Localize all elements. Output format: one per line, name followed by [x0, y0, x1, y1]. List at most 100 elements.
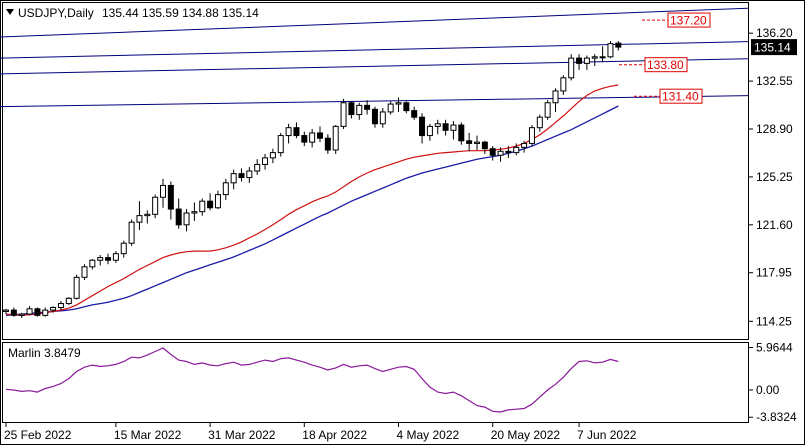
candle-bull	[199, 200, 206, 213]
candle-bear	[167, 184, 174, 210]
candle-bull	[395, 102, 402, 105]
candle-bull	[521, 142, 528, 148]
ohlc-label: 135.44 135.59 134.88 135.14	[102, 6, 259, 20]
price-tick-label: 128.90	[756, 122, 793, 136]
candle-bull	[387, 103, 394, 113]
candle-bull	[222, 182, 229, 196]
candle-bull	[583, 57, 590, 64]
candle-bull	[50, 307, 57, 311]
candle-bull	[26, 308, 33, 315]
candle-bull	[42, 309, 49, 316]
candle-bear	[419, 116, 426, 137]
price-axis: 136.20 132.55 128.90 125.25 121.60 117.95 114.…	[749, 26, 797, 328]
candle-bull	[112, 253, 119, 261]
level-box-2	[659, 88, 703, 104]
candle-bull	[57, 303, 64, 308]
time-tick-label: 25 Feb 2022	[4, 428, 72, 442]
candle-bull	[73, 276, 80, 299]
candle-bull	[214, 194, 221, 209]
candle-bull	[136, 215, 143, 223]
candle-bear	[466, 140, 473, 144]
candlesticks	[3, 41, 622, 318]
time-tick-label: 31 Mar 2022	[208, 428, 276, 442]
candle-bull	[552, 90, 559, 104]
candle-bear	[301, 135, 308, 143]
candle-bear	[324, 137, 331, 151]
candle-bull	[230, 173, 237, 184]
candle-bull	[65, 297, 72, 305]
current-price-tag	[751, 39, 797, 56]
candle-bear	[458, 124, 465, 142]
candle-bear	[175, 208, 182, 226]
candle-bull	[191, 211, 198, 214]
candle-bull	[81, 266, 88, 278]
candle-bull	[269, 152, 276, 159]
time-tick-label: 7 Jun 2022	[577, 428, 637, 442]
candle-bull	[474, 141, 480, 144]
candle-bull	[607, 43, 614, 58]
candle-bear	[364, 104, 371, 110]
candle-bull	[379, 111, 386, 125]
candle-bull	[434, 123, 441, 127]
candle-bear	[403, 102, 410, 112]
candle-bear	[489, 148, 496, 156]
channel-line-3	[0, 95, 749, 108]
price-tick-label: 114.25	[756, 314, 792, 328]
candle-bull	[3, 309, 9, 312]
symbol-label: USDJPY,Daily	[18, 6, 94, 20]
candle-bull	[513, 146, 520, 154]
time-tick-label: 20 May 2022	[491, 428, 561, 442]
candle-bull	[450, 124, 457, 131]
candle-bull	[332, 125, 339, 151]
candle-bull	[254, 163, 261, 172]
candle-bear	[371, 108, 378, 125]
current-price-label: 135.14	[754, 41, 791, 55]
candle-bear	[481, 141, 488, 150]
level-box-0	[667, 12, 711, 28]
osc-tick-label: -3.8324	[756, 410, 797, 424]
candle-bull	[277, 135, 284, 154]
price-tick-label: 136.20	[756, 26, 793, 40]
channel-line-0	[0, 7, 749, 38]
candle-bear	[34, 308, 41, 316]
level-label-1: 133.80	[647, 58, 684, 72]
level-box-1	[644, 57, 688, 73]
candle-bear	[411, 110, 418, 118]
level-label-0: 137.20	[670, 14, 707, 28]
candle-bull	[560, 77, 567, 92]
dropdown-triangle-icon[interactable]	[6, 9, 14, 15]
candle-bull	[144, 213, 151, 217]
candle-bull	[426, 125, 433, 137]
candle-bull	[544, 102, 551, 118]
candle-bull	[128, 221, 135, 244]
candle-bull	[568, 57, 575, 79]
time-tick-label: 18 Apr 2022	[302, 428, 367, 442]
time-axis: 25 Feb 2022 15 Mar 2022 31 Mar 2022 18 Apr …	[4, 423, 637, 442]
candle-bull	[356, 104, 363, 116]
channel-line-2	[0, 58, 749, 75]
channel-lines	[0, 7, 749, 108]
candle-bear	[442, 123, 449, 131]
indicator-label: Marlin 3.8479	[8, 346, 81, 360]
candle-bear	[10, 309, 17, 316]
oscillator: 5.9644 0.00 -3.8324	[5, 341, 797, 424]
price-tick-label: 125.25	[756, 170, 793, 184]
price-tick-label: 121.60	[756, 218, 793, 232]
candle-bull	[497, 150, 504, 156]
candle-bull	[528, 127, 535, 144]
candle-bull	[340, 102, 347, 127]
candle-bull	[183, 212, 190, 226]
candle-bull	[120, 242, 127, 255]
candle-bull	[18, 313, 25, 316]
osc-tick-label: 0.00	[756, 383, 780, 397]
candle-bull	[152, 196, 159, 215]
candle-bull	[309, 132, 316, 143]
candle-bull	[246, 170, 253, 179]
price-tick-label: 132.55	[756, 74, 793, 88]
candle-bear	[348, 102, 355, 116]
osc-tick-label: 5.9644	[756, 341, 793, 355]
price-panel[interactable]	[2, 2, 749, 340]
indicator-panel[interactable]	[2, 342, 749, 423]
level-lines: 137.20 133.80 131.40	[619, 12, 711, 104]
